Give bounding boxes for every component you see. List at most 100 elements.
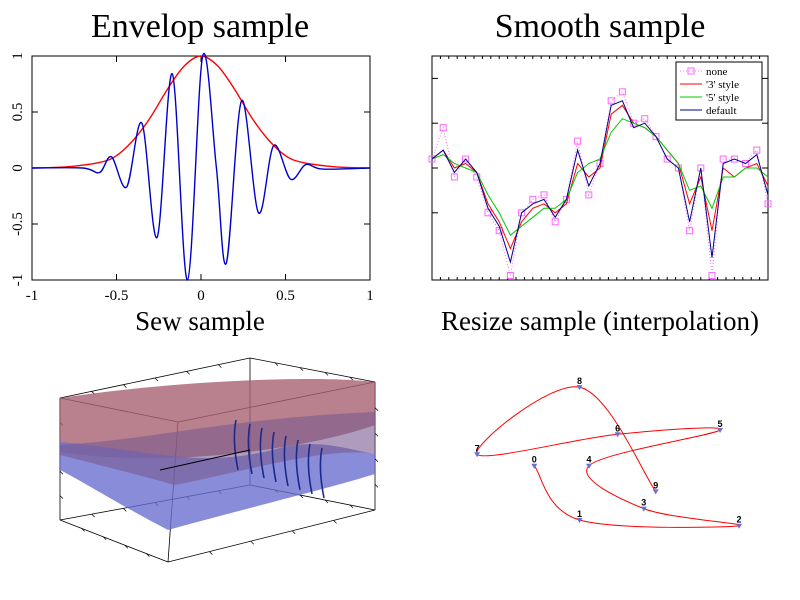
sew-axis-tick [123,508,127,512]
resize-point-label: 2 [737,515,742,525]
smooth-none-marker [506,272,514,280]
resize-point-label: 0 [532,455,537,465]
sew-axis-tick [333,520,337,524]
resize-point-marker [736,523,743,529]
resize-point-label: 7 [475,443,480,453]
envelop-y-tick-label: -0.5 [10,212,26,236]
sew-stitch [233,419,239,471]
smooth-none-marker [663,155,671,163]
resize-point-marker [652,489,659,495]
sew-axis-tick [374,458,379,463]
sew-title: Sew sample [135,306,265,336]
smooth-none-marker [518,209,526,217]
sew-stitch [247,423,253,475]
legend-label: '3' style [706,79,739,91]
envelop-x-tick-label: 0 [197,288,205,304]
sew-axis-tick [91,513,95,518]
sew-axis-tick [374,484,379,488]
sew-axis-tick [186,371,190,375]
sew-axis-tick [218,364,222,368]
sew-stitch [259,427,265,479]
sew-axis-tick [324,372,329,376]
sew-axis-tick [299,367,304,371]
smooth-none-marker [630,119,638,127]
envelop-y-tick-label: 1 [10,52,26,60]
sew-axis-tick [123,384,127,388]
sew-box-edge [167,509,376,563]
smooth-none-marker [585,191,593,199]
sew-stitch [271,431,277,483]
resize-point-label: 6 [615,423,620,433]
resize-point-label: 3 [641,498,646,508]
smooth-none-marker [439,124,447,132]
resize-point-label: 1 [577,509,582,519]
smooth-none-marker [730,155,738,163]
sew-axis-tick [81,528,85,532]
sew-axis-tick [209,551,213,555]
envelop-x-tick-label: 0.5 [276,288,295,304]
sew-axis-tick [154,377,159,382]
smooth-none-marker [708,272,716,280]
smooth-series-line [431,118,769,236]
sew-stitch [283,435,289,487]
smooth-none-marker [450,173,458,181]
smooth-none-marker [462,155,470,163]
sew-axis-tick [59,470,64,475]
resize-point-label: 9 [653,480,658,490]
smooth-none-marker [551,218,559,226]
resize-plot: 0 1 2 3 4 5 6 7 8 9 [474,376,743,529]
resize-point-label: 5 [717,419,722,429]
resize-point-marker [531,463,538,469]
sew-axis-tick [146,553,150,557]
surface-overlap [60,412,375,485]
resize-point-marker [576,518,583,523]
envelop-y-tick-label: 0.5 [10,103,26,122]
smooth-title: Smooth sample [495,8,706,45]
smooth-none-marker [742,160,750,168]
sew-axis-tick [349,504,354,509]
envelop-x-tick-label: -1 [26,288,39,304]
sew-axis-tick [374,432,379,437]
smooth-none-marker [529,195,537,203]
sew-box-edge [249,357,376,383]
resize-curve [476,386,741,528]
envelop-plot: -1 -0.5 0 0.5 1 -1 -0.5 0 0.5 1 [10,52,374,304]
legend-marker [687,67,695,75]
smooth-none-marker [618,88,626,96]
smooth-none-marker [607,97,615,105]
sew-stitch [307,443,313,495]
envelop-series-carrier [31,52,371,281]
sew-box-edge [59,519,169,563]
resize-point-label: 4 [587,455,592,465]
resize-point-label: 8 [577,376,582,386]
smooth-none-marker [484,209,492,217]
smooth-none-marker [574,137,582,145]
sew-axis-tick [274,362,279,367]
sew-axis-tick [299,494,304,499]
sew-axis-tick [250,540,255,545]
smooth-none-marker [719,155,727,163]
smooth-series-line [431,100,769,265]
sew-plot [59,357,379,563]
resize-title: Resize sample (interpolation) [441,306,759,336]
legend-label: '5' style [706,92,739,104]
legend-label: default [706,105,737,117]
smooth-none-marker [428,155,436,163]
sew-axis-tick [124,544,129,549]
sew-stitch [295,439,301,491]
resize-point-marker [586,463,593,469]
envelop-x-tick-label: -0.5 [105,288,129,304]
envelop-y-tick-label: 0 [10,164,26,172]
resize-point-marker [640,506,647,512]
sew-front-edge [159,449,251,471]
smooth-none-marker [686,227,694,235]
sew-axis-tick [102,536,107,541]
sew-axis-tick [374,407,379,411]
resize-point-marker [474,452,481,458]
smooth-series-line [431,104,769,250]
smooth-none-marker [652,133,660,141]
sew-axis-tick [291,530,296,535]
sew-axis-tick [59,495,64,499]
